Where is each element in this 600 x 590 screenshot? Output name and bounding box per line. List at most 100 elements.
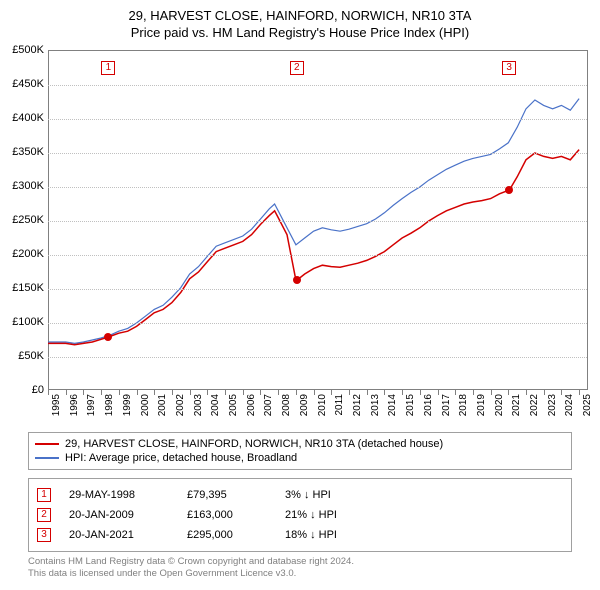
x-tick-label: 2008: [281, 394, 292, 416]
x-tick-mark: [207, 390, 208, 395]
x-tick-mark: [331, 390, 332, 395]
x-tick-label: 1997: [86, 394, 97, 416]
x-tick-mark: [278, 390, 279, 395]
x-tick-mark: [101, 390, 102, 395]
sales-box: 1 29-MAY-1998 £79,395 3% ↓ HPI 2 20-JAN-2009 £…: [28, 478, 572, 552]
y-gridline: [48, 289, 587, 290]
x-tick-mark: [119, 390, 120, 395]
sale-marker-box: 2: [37, 508, 51, 522]
chart-marker-box: 1: [101, 61, 115, 75]
x-tick-mark: [83, 390, 84, 395]
x-tick-mark: [137, 390, 138, 395]
sale-point-marker: [293, 276, 301, 284]
x-tick-mark: [544, 390, 545, 395]
legend-label: 29, HARVEST CLOSE, HAINFORD, NORWICH, NR…: [65, 438, 443, 450]
y-gridline: [48, 221, 587, 222]
x-tick-label: 2010: [317, 394, 328, 416]
sale-point-marker: [505, 186, 513, 194]
y-tick-label: £250K: [12, 214, 44, 226]
x-tick-mark: [243, 390, 244, 395]
x-tick-label: 2021: [511, 394, 522, 416]
x-tick-mark: [260, 390, 261, 395]
y-tick-label: £150K: [12, 282, 44, 294]
attribution-line1: Contains HM Land Registry data © Crown c…: [28, 556, 354, 568]
x-tick-mark: [526, 390, 527, 395]
plot-area: 123: [48, 50, 588, 390]
x-tick-label: 2001: [157, 394, 168, 416]
sale-hpi: 21% ↓ HPI: [285, 509, 385, 521]
series-line: [48, 150, 579, 345]
sale-row: 3 20-JAN-2021 £295,000 18% ↓ HPI: [37, 525, 563, 545]
sale-price: £79,395: [187, 489, 267, 501]
x-tick-label: 2022: [529, 394, 540, 416]
y-axis: £0£50K£100K£150K£200K£250K£300K£350K£400…: [0, 50, 48, 390]
x-tick-label: 2024: [564, 394, 575, 416]
x-tick-label: 2018: [458, 394, 469, 416]
x-tick-mark: [367, 390, 368, 395]
x-tick-label: 1995: [51, 394, 62, 416]
sale-date: 20-JAN-2009: [69, 509, 169, 521]
x-tick-mark: [420, 390, 421, 395]
x-tick-label: 2007: [263, 394, 274, 416]
x-tick-label: 2005: [228, 394, 239, 416]
x-tick-label: 1996: [69, 394, 80, 416]
x-tick-mark: [491, 390, 492, 395]
x-tick-mark: [455, 390, 456, 395]
sale-row: 2 20-JAN-2009 £163,000 21% ↓ HPI: [37, 505, 563, 525]
x-tick-label: 2006: [246, 394, 257, 416]
y-gridline: [48, 357, 587, 358]
x-tick-label: 2012: [352, 394, 363, 416]
sale-marker-box: 3: [37, 528, 51, 542]
x-tick-label: 2000: [140, 394, 151, 416]
x-tick-mark: [314, 390, 315, 395]
sale-row: 1 29-MAY-1998 £79,395 3% ↓ HPI: [37, 485, 563, 505]
x-tick-label: 2025: [582, 394, 593, 416]
sale-date: 20-JAN-2021: [69, 529, 169, 541]
sale-date: 29-MAY-1998: [69, 489, 169, 501]
sale-marker-box: 1: [37, 488, 51, 502]
attribution-line2: This data is licensed under the Open Gov…: [28, 568, 354, 580]
legend-label: HPI: Average price, detached house, Broa…: [65, 452, 297, 464]
attribution-text: Contains HM Land Registry data © Crown c…: [28, 556, 354, 581]
x-tick-mark: [508, 390, 509, 395]
legend-box: 29, HARVEST CLOSE, HAINFORD, NORWICH, NR…: [28, 432, 572, 470]
x-tick-mark: [349, 390, 350, 395]
chart-marker-box: 3: [502, 61, 516, 75]
y-gridline: [48, 119, 587, 120]
y-tick-label: £200K: [12, 248, 44, 260]
sale-hpi: 18% ↓ HPI: [285, 529, 385, 541]
x-tick-label: 2020: [494, 394, 505, 416]
sale-point-marker: [104, 333, 112, 341]
chart-title-line1: 29, HARVEST CLOSE, HAINFORD, NORWICH, NR…: [0, 0, 600, 23]
chart-title-line2: Price paid vs. HM Land Registry's House …: [0, 23, 600, 40]
x-tick-label: 2015: [405, 394, 416, 416]
y-tick-label: £450K: [12, 78, 44, 90]
x-tick-mark: [402, 390, 403, 395]
y-tick-label: £50K: [18, 350, 44, 362]
y-tick-label: £100K: [12, 316, 44, 328]
y-tick-label: £500K: [12, 44, 44, 56]
sale-hpi: 3% ↓ HPI: [285, 489, 385, 501]
x-tick-mark: [473, 390, 474, 395]
y-gridline: [48, 85, 587, 86]
x-axis: 1995199619971998199920002001200220032004…: [48, 390, 588, 430]
legend-row: HPI: Average price, detached house, Broa…: [35, 451, 565, 465]
chart-container: 29, HARVEST CLOSE, HAINFORD, NORWICH, NR…: [0, 0, 600, 590]
x-tick-mark: [154, 390, 155, 395]
x-tick-mark: [561, 390, 562, 395]
sale-price: £295,000: [187, 529, 267, 541]
x-tick-label: 2009: [299, 394, 310, 416]
y-tick-label: £300K: [12, 180, 44, 192]
legend-swatch: [35, 443, 59, 445]
y-tick-label: £350K: [12, 146, 44, 158]
x-tick-mark: [296, 390, 297, 395]
x-tick-label: 2004: [210, 394, 221, 416]
x-tick-mark: [66, 390, 67, 395]
legend-row: 29, HARVEST CLOSE, HAINFORD, NORWICH, NR…: [35, 437, 565, 451]
sale-price: £163,000: [187, 509, 267, 521]
y-gridline: [48, 255, 587, 256]
x-tick-label: 2016: [423, 394, 434, 416]
x-tick-label: 2019: [476, 394, 487, 416]
legend-swatch: [35, 457, 59, 459]
y-gridline: [48, 323, 587, 324]
